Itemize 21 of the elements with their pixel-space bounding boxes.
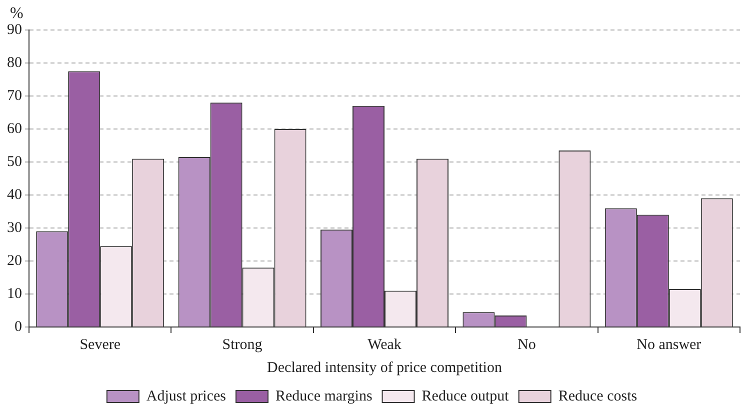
- x-tick-label: Weak: [368, 336, 402, 353]
- y-tick-label: 80: [7, 54, 22, 71]
- x-axis-title: Declared intensity of price competition: [267, 360, 502, 376]
- y-tick-label: 30: [7, 220, 22, 236]
- y-tick-label: 40: [7, 186, 22, 203]
- y-tick-label: 0: [14, 318, 22, 335]
- y-tick-label: 50: [7, 154, 22, 170]
- x-tick-label: No: [518, 336, 536, 353]
- x-tick-label: No answer: [636, 336, 702, 353]
- y-tick-label: 20: [7, 252, 22, 269]
- y-tick-label: 90: [7, 22, 22, 38]
- y-axis-title: %: [10, 5, 24, 22]
- y-tick-label: 70: [7, 88, 22, 104]
- y-tick-label: 60: [7, 120, 22, 137]
- x-tick-label: Strong: [222, 336, 263, 353]
- legend-label: Reduce costs: [558, 388, 638, 404]
- x-tick-label: Severe: [80, 336, 121, 353]
- legend-label: Reduce margins: [276, 388, 372, 404]
- legend-label: Reduce output: [422, 388, 510, 404]
- y-tick-label: 10: [7, 286, 22, 302]
- legend-label: Adjust prices: [146, 388, 226, 404]
